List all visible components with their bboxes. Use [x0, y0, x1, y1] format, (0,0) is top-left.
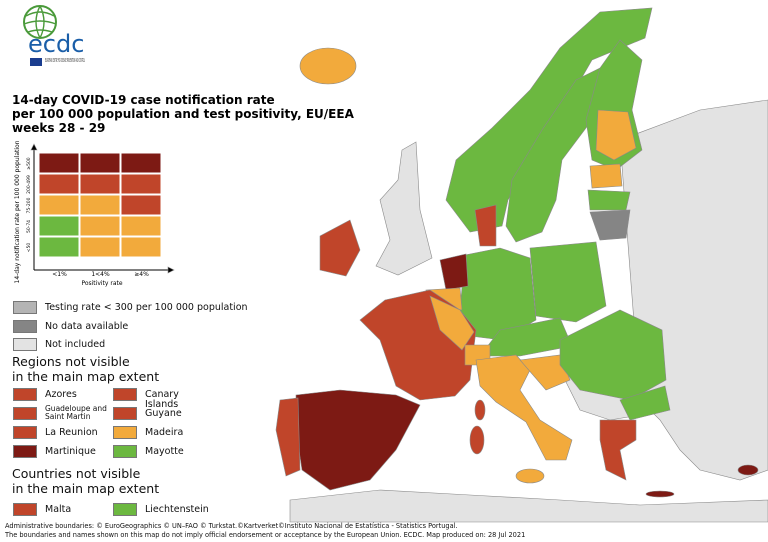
- matrix-row-label: 75-200: [26, 197, 32, 213]
- eu-flag: [30, 58, 42, 66]
- matrix-cell: [79, 215, 121, 237]
- hungary-romania: [559, 309, 667, 401]
- matrix-row-label: 200-499: [26, 175, 32, 194]
- country-label: Liechtenstein: [145, 504, 209, 515]
- matrix-x-label: Positivity rate: [81, 280, 122, 287]
- country-label: Malta: [45, 504, 72, 515]
- matrix-row-label: 50-74: [26, 220, 32, 233]
- matrix-cell: [38, 215, 80, 237]
- region-swatch: [13, 445, 37, 458]
- legend-label: No data available: [45, 320, 129, 332]
- region-label: Martinique: [45, 446, 96, 457]
- countries-title: Countries not visible in the main map ex…: [12, 466, 159, 496]
- matrix-cell: [120, 236, 162, 258]
- estonia: [589, 163, 623, 189]
- region-swatch: [13, 388, 37, 401]
- matrix-cell: [120, 173, 162, 195]
- x-arrow: [167, 266, 175, 274]
- matrix-cell: [79, 173, 121, 195]
- sicily: [515, 468, 545, 484]
- matrix-cell: [79, 152, 121, 174]
- section-line: in the main map extent: [12, 481, 160, 496]
- cyprus: [737, 464, 759, 476]
- france-east: [429, 295, 475, 351]
- region-label: Azores: [45, 389, 77, 400]
- region-label: La Reunion: [45, 427, 98, 438]
- latvia: [587, 189, 631, 211]
- title-line: per 100 000 population and test positivi…: [12, 107, 354, 121]
- section-line: Countries not visible: [12, 466, 141, 481]
- title: 14-day COVID-19 case notification rate p…: [12, 93, 354, 135]
- matrix-cell: [120, 215, 162, 237]
- ireland: [319, 219, 361, 277]
- logo: ecdc EUROPEAN CENTRE FOR DISEASE PREVENT…: [23, 5, 85, 66]
- matrix-row-label: ≥500: [26, 157, 32, 169]
- region-swatch: [113, 445, 137, 458]
- y-arrow: [30, 143, 38, 151]
- matrix-row-label: <50: [26, 243, 32, 253]
- africa: [289, 489, 768, 523]
- region-label: Mayotte: [145, 446, 184, 457]
- crete: [645, 490, 675, 498]
- title-line: 14-day COVID-19 case notification rate: [12, 93, 275, 107]
- matrix-cell: [38, 194, 80, 216]
- netherlands: [439, 253, 469, 291]
- country-swatch: [13, 503, 37, 516]
- title-line: weeks 28 - 29: [12, 121, 106, 135]
- region-label: Canary Islands: [145, 389, 179, 410]
- poland: [529, 241, 607, 323]
- country-swatch: [113, 503, 137, 516]
- region-swatch: [113, 426, 137, 439]
- legend-label: Testing rate < 300 per 100 000 populatio…: [45, 302, 248, 313]
- section-line: in the main map extent: [12, 369, 160, 384]
- region-swatch: [113, 388, 137, 401]
- section-line: Regions not visible: [12, 354, 130, 369]
- matrix-cell: [38, 173, 80, 195]
- matrix-cell: [38, 236, 80, 258]
- region-label: Madeira: [145, 427, 184, 438]
- lithuania: [589, 209, 631, 241]
- matrix: 14-day notification rate per 100 000 pop…: [14, 140, 175, 287]
- logo-lines: [23, 5, 57, 39]
- iceland: [299, 47, 357, 85]
- non-eu-land: [619, 99, 768, 481]
- legend-swatch: [13, 301, 37, 314]
- matrix-column-label: 1<4%: [91, 271, 110, 278]
- region-swatch: [13, 426, 37, 439]
- legend-label: Not included: [45, 339, 106, 350]
- corsica: [474, 399, 486, 421]
- matrix-cell: [79, 194, 121, 216]
- uk: [375, 141, 433, 276]
- sardinia: [469, 425, 485, 455]
- region-swatch: [13, 407, 37, 420]
- region-swatch: [113, 407, 137, 420]
- slovenia-croatia: [519, 354, 571, 391]
- denmark: [474, 204, 497, 247]
- finland-south: [595, 109, 637, 161]
- footer-line: Administrative boundaries: © EuroGeograp…: [5, 522, 458, 530]
- logo-text: ecdc: [28, 30, 84, 58]
- spain: [295, 389, 421, 491]
- region-label: Guadeloupe and Saint Martin: [45, 404, 107, 421]
- logo-subtitle: EUROPEAN CENTRE FOR DISEASE PREVENTION A…: [45, 58, 85, 64]
- bulgaria: [619, 385, 671, 421]
- matrix-cell: [38, 152, 80, 174]
- regions-title: Regions not visible in the main map exte…: [12, 354, 159, 384]
- matrix-cell: [120, 194, 162, 216]
- matrix-column-label: <1%: [52, 271, 67, 278]
- legend-swatch: [13, 338, 37, 351]
- region-label: Guyane: [145, 408, 182, 419]
- portugal: [275, 397, 301, 477]
- matrix-column-label: ≥4%: [134, 271, 149, 278]
- footer-line: The boundaries and names shown on this m…: [5, 531, 526, 539]
- legend-swatch: [13, 319, 37, 333]
- greece: [599, 419, 637, 481]
- matrix-cell: [79, 236, 121, 258]
- matrix-cell: [120, 152, 162, 174]
- matrix-y-label: 14-day notification rate per 100 000 pop…: [14, 140, 21, 283]
